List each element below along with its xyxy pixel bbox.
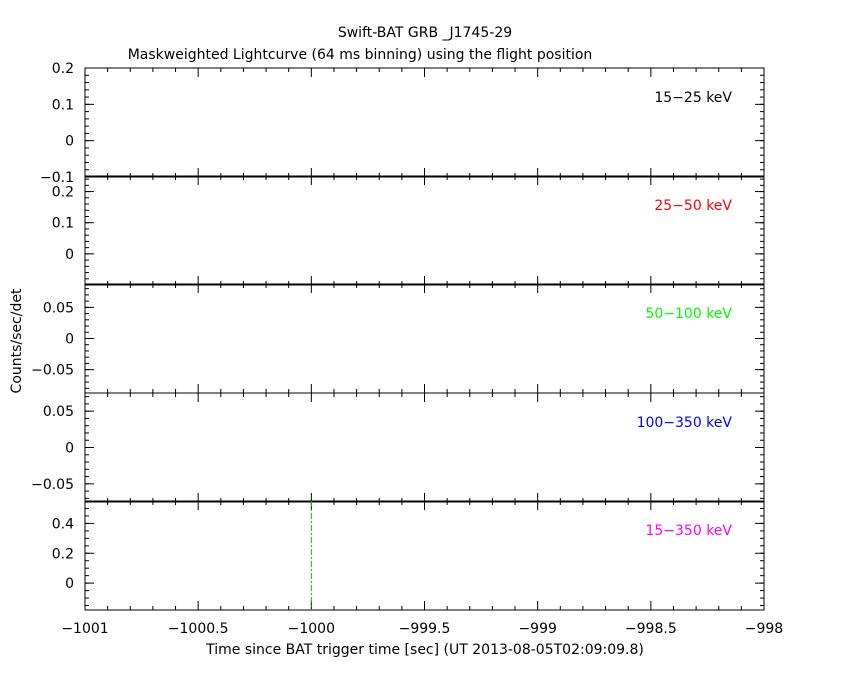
panel-4: 0 0.2 0.4 15−350 keV	[52, 500, 765, 611]
panel-3: −0.05 0 0.05 100−350 keV	[31, 392, 765, 503]
y-tick-label: 0.2	[52, 546, 74, 562]
panel-0: −0.1 0 0.1 0.2 15−25 keV	[40, 61, 765, 186]
x-tick-label: −1001	[61, 621, 108, 637]
y-tick-label: 0	[65, 332, 74, 348]
band-label: 50−100 keV	[645, 306, 732, 322]
panels-group: −0.1 0 0.1 0.2 15−25 keV 0 0.1 0.2 25−50 keV −0.0…	[31, 61, 765, 611]
panel-frame	[84, 283, 765, 394]
x-tick-label: −998.5	[625, 621, 677, 637]
panel-frame	[84, 500, 765, 611]
panel-1: 0 0.1 0.2 25−50 keV	[52, 175, 765, 286]
y-tick-label: 0.05	[43, 404, 74, 420]
x-axis-label: Time since BAT trigger time [sec] (UT 20…	[205, 642, 644, 658]
y-tick-label: −0.1	[40, 170, 74, 186]
band-label: 25−50 keV	[654, 198, 732, 214]
x-tick-label: −1000	[288, 621, 335, 637]
y-tick-label: 0.2	[52, 61, 74, 77]
x-axis: −1001 −1000.5 −1000 −999.5 −999 −998.5 −998	[61, 621, 783, 637]
chart-subtitle: Maskweighted Lightcurve (64 ms binning) …	[128, 47, 593, 63]
y-tick-label: −0.05	[31, 477, 74, 493]
panel-2: −0.05 0 0.05 50−100 keV	[31, 283, 765, 394]
band-label: 15−25 keV	[654, 90, 732, 106]
y-tick-label: 0.4	[52, 516, 74, 532]
y-tick-label: 0	[65, 441, 74, 457]
y-tick-label: 0.05	[43, 300, 74, 316]
y-tick-label: −0.05	[31, 363, 74, 379]
y-tick-label: 0.1	[52, 97, 74, 113]
band-label: 15−350 keV	[645, 523, 732, 539]
y-tick-label: 0	[65, 576, 74, 592]
y-tick-label: 0	[65, 247, 74, 263]
y-tick-label: 0	[65, 134, 74, 150]
band-label: 100−350 keV	[637, 415, 733, 431]
x-tick-label: −1000.5	[168, 621, 229, 637]
x-tick-label: −999	[518, 621, 556, 637]
chart-title: Swift-BAT GRB _J1745-29	[338, 25, 512, 41]
y-tick-label: 0.1	[52, 216, 74, 232]
panel-frame	[84, 175, 765, 286]
panel-frame	[84, 67, 765, 178]
panel-frame	[84, 392, 765, 503]
y-axis-label: Counts/sec/det	[9, 288, 25, 393]
x-tick-label: −998	[745, 621, 783, 637]
y-tick-label: 0.2	[52, 185, 74, 201]
x-tick-label: −999.5	[399, 621, 451, 637]
